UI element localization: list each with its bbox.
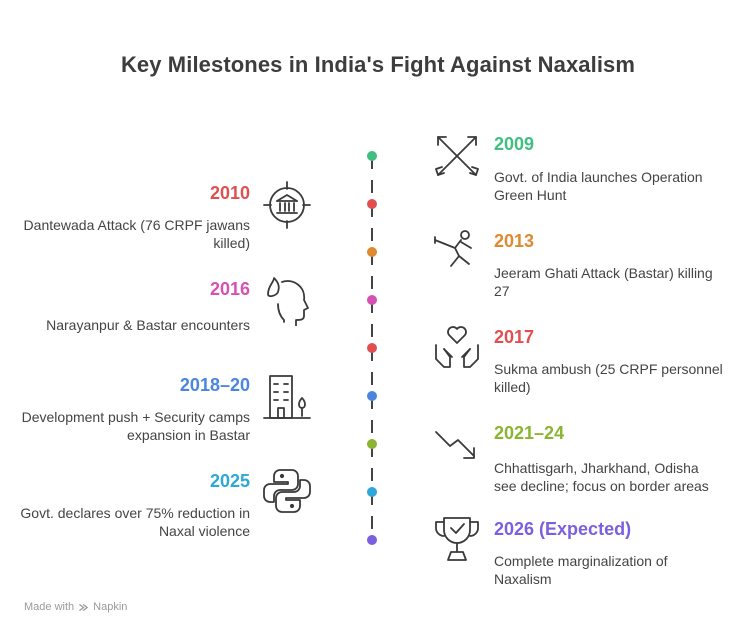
milestone-year-2009: 2009 [494,134,535,154]
made-with-napkin-credit: Made with Napkin [24,601,127,613]
milestone-year-2026: 2026 (Expected) [494,519,632,539]
milestone-year-2025: 2025 [209,471,250,491]
milestone-text-2009: Govt. of India launches Operation Green … [494,169,703,203]
milestone-text-2013: Jeeram Ghati Attack (Bastar) killing 27 [494,265,713,299]
milestone-text-2010: Dantewada Attack (76 CRPF jawans killed) [23,217,250,251]
milestone-year-2010: 2010 [209,183,250,203]
milestone-text-2026: Complete marginalization of Naxalism [494,553,668,587]
timeline-dot-2017 [367,343,377,353]
trend-down-icon [432,418,482,468]
fencer-icon [432,228,482,278]
milestone-text-2025: Govt. declares over 75% reduction in Nax… [20,505,250,539]
crossed-arrows-icon [432,131,482,181]
milestone-year-2018-20: 2018–20 [179,375,250,395]
milestone-text-2021-24: Chhattisgarh, Jharkhand, Odisha see decl… [494,460,709,494]
timeline-dot-2009 [367,151,377,161]
python-logo-icon [262,466,312,516]
footer-prefix: Made with [24,601,75,613]
milestone-text-2016: Narayanpur & Bastar encounters [46,317,250,333]
milestone-year-2016: 2016 [209,279,250,299]
timeline-dot-2013 [367,247,377,257]
footer-brand: Napkin [93,601,128,613]
milestone-text-2018-20: Development push + Security camps expans… [21,409,250,443]
timeline-dot-2026 [367,535,377,545]
hands-heart-icon [432,321,482,371]
page-title: Key Milestones in India's Fight Against … [120,52,636,77]
timeline-dot-2010 [367,199,377,209]
milestone-year-2013: 2013 [494,231,535,251]
milestone-year-2021-24: 2021–24 [494,423,565,443]
head-flame-icon [262,276,312,327]
milestone-year-2017: 2017 [494,327,535,347]
timeline-dot-2025 [367,487,377,497]
napkin-logo-icon [79,603,89,611]
timeline-dot-2016 [367,295,377,305]
building-tree-icon [262,372,312,422]
target-building-icon [262,180,312,230]
timeline-dot-2021-24 [367,439,377,449]
trophy-check-icon [432,514,482,564]
milestone-text-2017: Sukma ambush (25 CRPF personnel killed) [494,361,723,395]
timeline-dot-2018-20 [367,391,377,401]
